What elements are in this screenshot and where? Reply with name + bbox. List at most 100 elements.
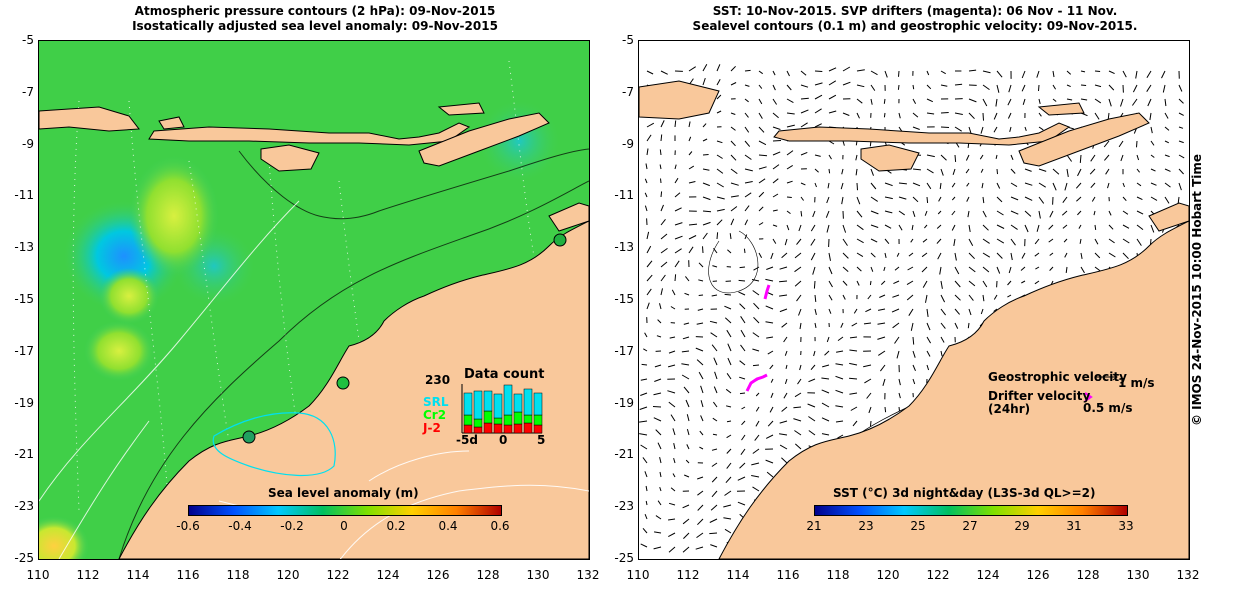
velocity-vector xyxy=(710,332,718,338)
x-tick-label: 122 xyxy=(326,568,350,582)
velocity-vector xyxy=(880,364,886,372)
velocity-vector xyxy=(1038,182,1046,188)
velocity-vector xyxy=(716,154,723,159)
velocity-vector xyxy=(808,416,816,422)
velocity-vector xyxy=(646,148,649,156)
velocity-vector xyxy=(1164,112,1169,119)
velocity-vector xyxy=(702,168,710,171)
velocity-vector xyxy=(688,223,698,226)
velocity-vector xyxy=(644,332,648,338)
velocity-vector xyxy=(1052,98,1057,102)
velocity-vector xyxy=(660,134,663,142)
velocity-vector xyxy=(996,238,1005,244)
velocity-vector xyxy=(668,546,676,553)
velocity-vector xyxy=(982,294,985,302)
velocity-vector xyxy=(810,364,816,371)
velocity-vector xyxy=(878,350,886,356)
velocity-vector xyxy=(808,430,816,436)
velocity-vector xyxy=(644,471,648,478)
colorbar-tick-label: 23 xyxy=(858,519,874,533)
velocity-vector xyxy=(741,420,746,426)
velocity-vector xyxy=(779,420,788,424)
velocity-vector xyxy=(758,222,764,226)
velocity-vector xyxy=(1118,140,1124,148)
velocity-vector xyxy=(968,266,976,273)
velocity-vector xyxy=(1066,154,1073,162)
velocity-vector xyxy=(654,531,662,534)
velocity-vector xyxy=(1164,182,1171,188)
velocity-vector xyxy=(982,252,991,258)
velocity-vector xyxy=(1010,210,1019,215)
velocity-vector xyxy=(1010,168,1016,174)
velocity-vector xyxy=(646,134,652,142)
velocity-vector xyxy=(796,294,802,302)
data-count-bar xyxy=(493,393,503,419)
velocity-vector xyxy=(1103,140,1110,148)
velocity-vector xyxy=(702,182,710,187)
velocity-vector xyxy=(781,406,788,412)
velocity-vector xyxy=(1120,98,1124,107)
velocity-vector xyxy=(814,308,817,316)
velocity-vector xyxy=(668,401,676,408)
velocity-vector xyxy=(1066,84,1071,88)
y-tick-label: -23 xyxy=(14,499,34,514)
velocity-vector xyxy=(1022,98,1026,105)
velocity-vector xyxy=(681,374,690,380)
velocity-vector xyxy=(1021,280,1026,284)
velocity-vector xyxy=(882,378,886,386)
velocity-vector xyxy=(912,350,916,358)
colorbar-tick-label: 0.6 xyxy=(490,519,510,533)
velocity-vector xyxy=(877,322,886,325)
velocity-vector xyxy=(640,378,648,381)
velocity-vector xyxy=(853,308,858,314)
velocity-vector xyxy=(646,231,650,240)
velocity-vector xyxy=(842,81,851,86)
velocity-vector xyxy=(894,336,900,344)
velocity-vector xyxy=(1150,140,1155,146)
velocity-vector xyxy=(799,322,802,330)
velocity-vector xyxy=(779,280,788,283)
x-tick-label: 118 xyxy=(826,568,850,582)
velocity-vector xyxy=(712,417,718,422)
velocity-vector xyxy=(641,363,648,366)
velocity-vector xyxy=(646,274,653,282)
velocity-vector xyxy=(786,112,795,115)
velocity-vector xyxy=(898,112,901,119)
velocity-vector xyxy=(1164,168,1171,172)
velocity-vector xyxy=(883,112,886,118)
velocity-vector xyxy=(1048,238,1054,243)
velocity-vector xyxy=(1178,182,1182,191)
velocity-vector xyxy=(1079,154,1082,163)
velocity-vector xyxy=(1061,210,1068,216)
velocity-vector xyxy=(810,252,816,261)
velocity-vector xyxy=(1094,238,1099,245)
velocity-vector xyxy=(739,360,746,366)
velocity-vector xyxy=(724,305,732,310)
velocity-vector xyxy=(769,364,774,370)
velocity-vector xyxy=(907,266,914,271)
velocity-vector xyxy=(711,462,718,467)
x-tick-label: 132 xyxy=(576,568,600,582)
velocity-vector xyxy=(1108,70,1115,75)
velocity-vector xyxy=(1064,252,1068,258)
velocity-vector xyxy=(1024,168,1032,172)
velocity-vector xyxy=(835,363,844,366)
velocity-vector xyxy=(1052,70,1055,78)
left-title-line1: Atmospheric pressure contours (2 hPa): 0… xyxy=(134,4,496,18)
y-tick-label: -7 xyxy=(22,84,34,99)
velocity-vector xyxy=(884,210,893,214)
velocity-vector xyxy=(835,389,844,394)
velocity-vector xyxy=(883,266,886,272)
velocity-vector xyxy=(1108,98,1112,107)
velocity-vector xyxy=(1064,182,1068,191)
velocity-vector xyxy=(674,207,682,212)
data-count-bar xyxy=(483,410,493,424)
velocity-vector xyxy=(730,112,736,115)
velocity-vector xyxy=(657,500,662,506)
velocity-vector xyxy=(822,364,830,368)
velocity-vector xyxy=(688,165,695,170)
velocity-vector xyxy=(892,322,900,329)
x-tick-label: 114 xyxy=(726,568,750,582)
velocity-vector xyxy=(912,84,915,90)
velocity-vector xyxy=(646,288,652,296)
